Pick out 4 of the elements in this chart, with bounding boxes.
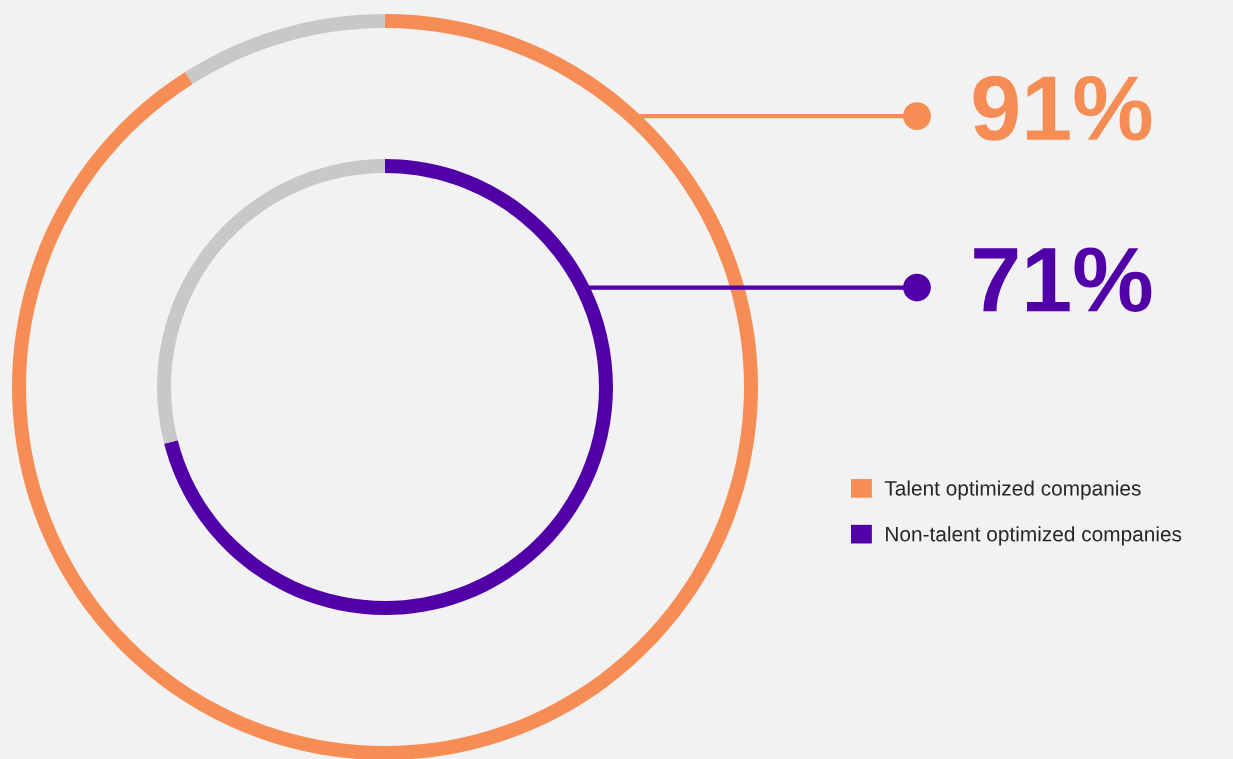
data-label: 71%	[974, 247, 1152, 312]
legend-label: Non-talent optimized companies	[886, 526, 1182, 546]
legend-label: Talent optimized companies	[884, 480, 1141, 500]
data-label: 91%	[973, 75, 1152, 141]
